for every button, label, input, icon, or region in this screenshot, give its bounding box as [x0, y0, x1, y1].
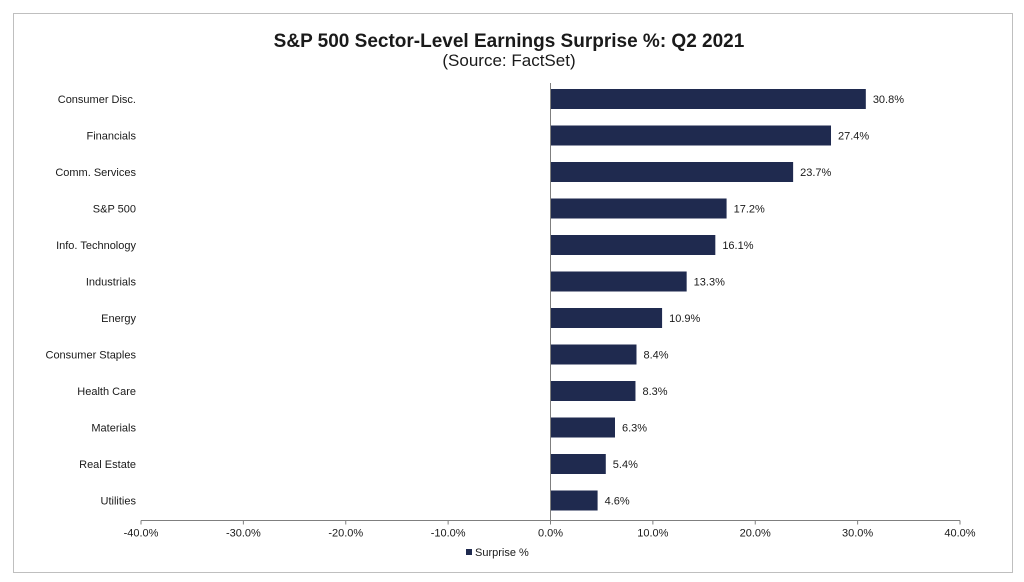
data-label: 16.1%: [722, 240, 753, 252]
category-label: S&P 500: [93, 204, 136, 216]
chart-svg: S&P 500 Sector-Level Earnings Surprise %…: [46, 31, 976, 559]
bar: [550, 381, 636, 401]
chart-frame: S&P 500 Sector-Level Earnings Surprise %…: [13, 13, 1013, 573]
chart-title: S&P 500 Sector-Level Earnings Surprise %…: [274, 31, 745, 52]
x-tick-label: 30.0%: [842, 528, 873, 540]
bar: [550, 344, 637, 365]
data-label: 30.8%: [873, 94, 904, 106]
bar: [550, 125, 832, 146]
x-tick-label: -30.0%: [226, 528, 261, 540]
data-label: 6.3%: [622, 423, 647, 435]
bar: [550, 417, 615, 438]
data-label: 8.4%: [643, 350, 668, 362]
bar: [550, 308, 663, 328]
x-tick-label: 10.0%: [637, 528, 668, 540]
x-tick-label: 40.0%: [944, 528, 975, 540]
bar: [550, 490, 598, 511]
legend-label: Surprise %: [475, 547, 529, 559]
category-label: Industrials: [86, 277, 137, 289]
category-label: Real Estate: [79, 459, 136, 471]
axis-layer: -40.0% -30.0% -20.0% -10.0% 0.0% 10.0% 20.0% 30…: [124, 83, 976, 540]
x-tick-label: -10.0%: [431, 528, 466, 540]
category-label: Comm. Services: [55, 167, 136, 179]
legend-swatch: [466, 549, 472, 555]
category-label: Utilities: [101, 496, 137, 508]
category-label: Health Care: [77, 386, 136, 398]
bar: [550, 454, 606, 474]
bar: [550, 198, 727, 219]
bar: [550, 271, 687, 292]
category-label: Consumer Disc.: [58, 94, 136, 106]
x-tick-label: 0.0%: [538, 528, 563, 540]
bar: [550, 162, 794, 182]
category-label: Consumer Staples: [46, 350, 137, 362]
category-label: Energy: [101, 313, 136, 325]
x-tick-label: 20.0%: [740, 528, 771, 540]
data-label: 8.3%: [642, 386, 667, 398]
category-label: Info. Technology: [56, 240, 136, 252]
chart-subtitle: (Source: FactSet): [442, 51, 575, 70]
bar: [550, 89, 866, 109]
bars-layer: Consumer Disc. 30.8% Financials 27.4% Comm. …: [46, 89, 904, 511]
data-label: 13.3%: [694, 277, 725, 289]
legend: Surprise %: [466, 547, 529, 559]
x-tick-label: -20.0%: [328, 528, 363, 540]
data-label: 23.7%: [800, 167, 831, 179]
data-label: 27.4%: [838, 131, 869, 143]
x-tick-label: -40.0%: [124, 528, 159, 540]
data-label: 4.6%: [605, 496, 630, 508]
data-label: 10.9%: [669, 313, 700, 325]
category-label: Financials: [86, 131, 136, 143]
data-label: 17.2%: [734, 204, 765, 216]
data-label: 5.4%: [613, 459, 638, 471]
bar: [550, 235, 716, 255]
category-label: Materials: [91, 423, 136, 435]
